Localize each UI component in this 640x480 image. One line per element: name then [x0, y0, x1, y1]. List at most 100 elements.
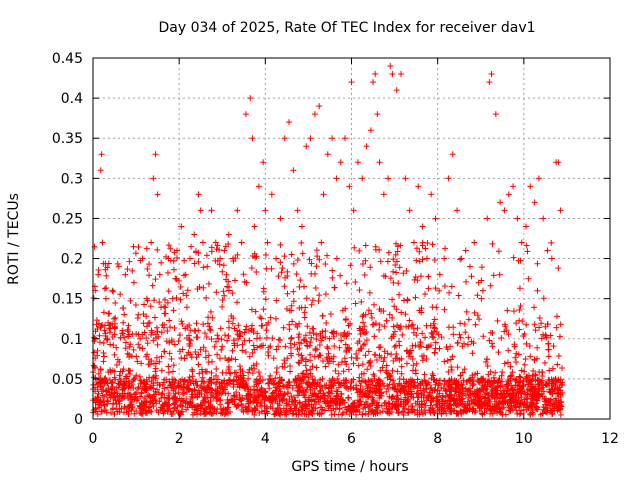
data-point [146, 272, 153, 279]
data-point [287, 368, 294, 375]
data-point [233, 403, 240, 410]
data-point [377, 258, 384, 265]
data-point [305, 396, 312, 403]
data-point [186, 336, 193, 343]
data-point [486, 79, 493, 86]
data-point [248, 306, 255, 313]
data-point [245, 395, 252, 402]
data-point [362, 242, 369, 249]
data-point [377, 409, 384, 416]
data-point [491, 405, 498, 412]
data-point [359, 411, 366, 418]
data-point [504, 307, 511, 314]
data-point [557, 411, 564, 418]
data-point [519, 318, 526, 325]
data-point [320, 395, 327, 402]
data-point [216, 392, 223, 398]
data-point [239, 341, 246, 348]
data-point [239, 347, 246, 354]
data-point [189, 366, 196, 373]
data-point [156, 299, 163, 306]
data-point [370, 321, 377, 328]
data-point [501, 328, 508, 335]
data-point [516, 373, 523, 380]
data-point [284, 355, 291, 362]
data-point [192, 348, 199, 355]
data-point [312, 376, 319, 383]
data-point [139, 345, 146, 352]
data-point [265, 344, 272, 351]
data-point [357, 398, 364, 405]
data-point [95, 266, 102, 273]
data-point [436, 390, 443, 397]
data-point [173, 254, 180, 261]
data-point [445, 393, 452, 400]
data-point [249, 349, 256, 356]
data-point [400, 376, 407, 383]
data-point [347, 320, 354, 327]
data-point [379, 364, 386, 371]
data-point [385, 249, 392, 256]
data-point [263, 265, 270, 272]
data-point [167, 245, 174, 252]
data-point [284, 390, 291, 397]
data-point [229, 397, 236, 404]
data-point [213, 372, 220, 379]
data-point [360, 260, 367, 267]
data-point [547, 407, 554, 414]
data-point [128, 405, 135, 412]
data-point [434, 387, 441, 394]
data-point [133, 372, 140, 379]
data-point [487, 410, 494, 417]
data-point [197, 401, 204, 408]
data-point [443, 388, 450, 395]
data-point [95, 390, 102, 397]
data-point [279, 265, 286, 272]
data-point [448, 387, 455, 394]
data-point [307, 351, 314, 358]
data-point [286, 362, 293, 369]
data-point [513, 350, 520, 357]
data-point [201, 330, 208, 337]
data-point [451, 377, 458, 384]
data-point [149, 400, 156, 407]
data-point [543, 409, 550, 416]
data-point [509, 394, 516, 401]
data-point [160, 410, 167, 417]
data-point [298, 352, 305, 359]
data-point [338, 380, 345, 387]
data-point [296, 331, 303, 338]
data-point [536, 314, 543, 321]
data-point [107, 394, 114, 401]
data-point [298, 223, 305, 230]
data-point [470, 406, 477, 413]
data-point [228, 312, 235, 319]
data-point [384, 258, 391, 265]
data-point [308, 260, 315, 267]
data-point [546, 367, 553, 374]
data-point [258, 408, 265, 415]
data-point [134, 396, 141, 403]
data-point [275, 273, 282, 280]
data-point [237, 333, 244, 340]
data-point [376, 321, 383, 328]
data-point [151, 314, 158, 321]
data-point [392, 328, 399, 335]
data-point [448, 283, 455, 290]
data-point [387, 275, 394, 282]
data-point [354, 397, 361, 404]
data-point [426, 392, 433, 399]
data-point [458, 382, 465, 389]
data-point [233, 394, 240, 401]
data-point [160, 379, 167, 386]
data-point [557, 321, 564, 328]
data-point [299, 250, 306, 257]
chart-title: Day 034 of 2025, Rate Of TEC Index for r… [158, 20, 535, 36]
data-point [343, 280, 350, 287]
data-point [484, 363, 491, 370]
data-point [302, 394, 309, 401]
data-point [516, 306, 523, 313]
data-point [343, 361, 350, 368]
data-point [488, 392, 495, 399]
data-point [305, 411, 312, 418]
